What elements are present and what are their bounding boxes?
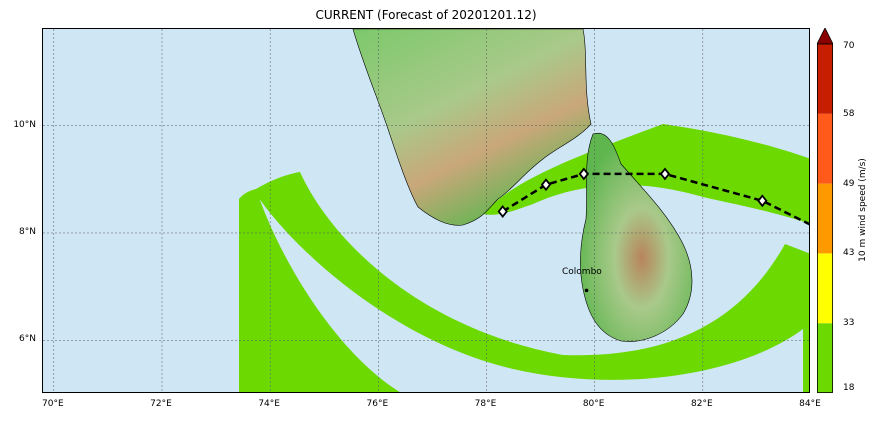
colorbar: [817, 28, 833, 393]
colorbar-segment: [817, 183, 833, 254]
storm-track-marker: [497, 205, 508, 218]
lat-tick-label: 6°N: [19, 334, 36, 345]
map-panel: [42, 28, 810, 393]
colorbar-extend-arrow: [817, 28, 833, 45]
lon-tick-label: 80°E: [582, 399, 605, 409]
wind-swath-arc: [239, 172, 809, 392]
colorbar-segment: [817, 44, 833, 114]
lon-tick-label: 70°E: [41, 399, 64, 409]
lat-tick-label: 10°N: [13, 119, 36, 130]
colorbar-tick-label: 58: [843, 108, 855, 119]
storm-track-marker: [757, 194, 768, 208]
city-label-colombo: Colombo: [562, 267, 602, 277]
colorbar-segment: [817, 323, 833, 393]
colorbar-frame: [817, 43, 833, 393]
colorbar-label: 10 m wind speed (m/s): [858, 158, 868, 262]
storm-track-marker: [578, 167, 589, 181]
lon-tick-label: 78°E: [474, 399, 497, 409]
colorbar-tick-label: 18: [843, 383, 855, 393]
lat-tick-label: 8°N: [19, 226, 36, 237]
lon-tick-label: 72°E: [150, 399, 172, 409]
lon-tick-label: 74°E: [258, 399, 280, 409]
india-landmass: [352, 29, 592, 226]
colorbar-tick-label: 33: [843, 318, 855, 329]
storm-track-marker: [659, 167, 671, 181]
sri-lanka-landmass: [580, 132, 693, 342]
colorbar-tick-label: 70: [843, 41, 855, 51]
storm-track-line: [502, 172, 809, 226]
lon-tick-label: 84°E: [799, 399, 821, 409]
colorbar-tick-label: 43: [843, 248, 855, 259]
colorbar-segment: [817, 113, 833, 184]
colorbar-segment: [817, 253, 833, 324]
lon-tick-label: 76°E: [366, 399, 389, 409]
storm-track-marker: [540, 178, 552, 192]
wind-swath-band: [483, 124, 809, 224]
wind-speed-map: [43, 29, 809, 392]
lon-tick-label: 82°E: [691, 399, 713, 409]
city-marker-colombo: [584, 288, 589, 293]
colorbar-tick-label: 49: [843, 178, 855, 189]
map-title: CURRENT (Forecast of 20201201.12): [315, 8, 537, 22]
